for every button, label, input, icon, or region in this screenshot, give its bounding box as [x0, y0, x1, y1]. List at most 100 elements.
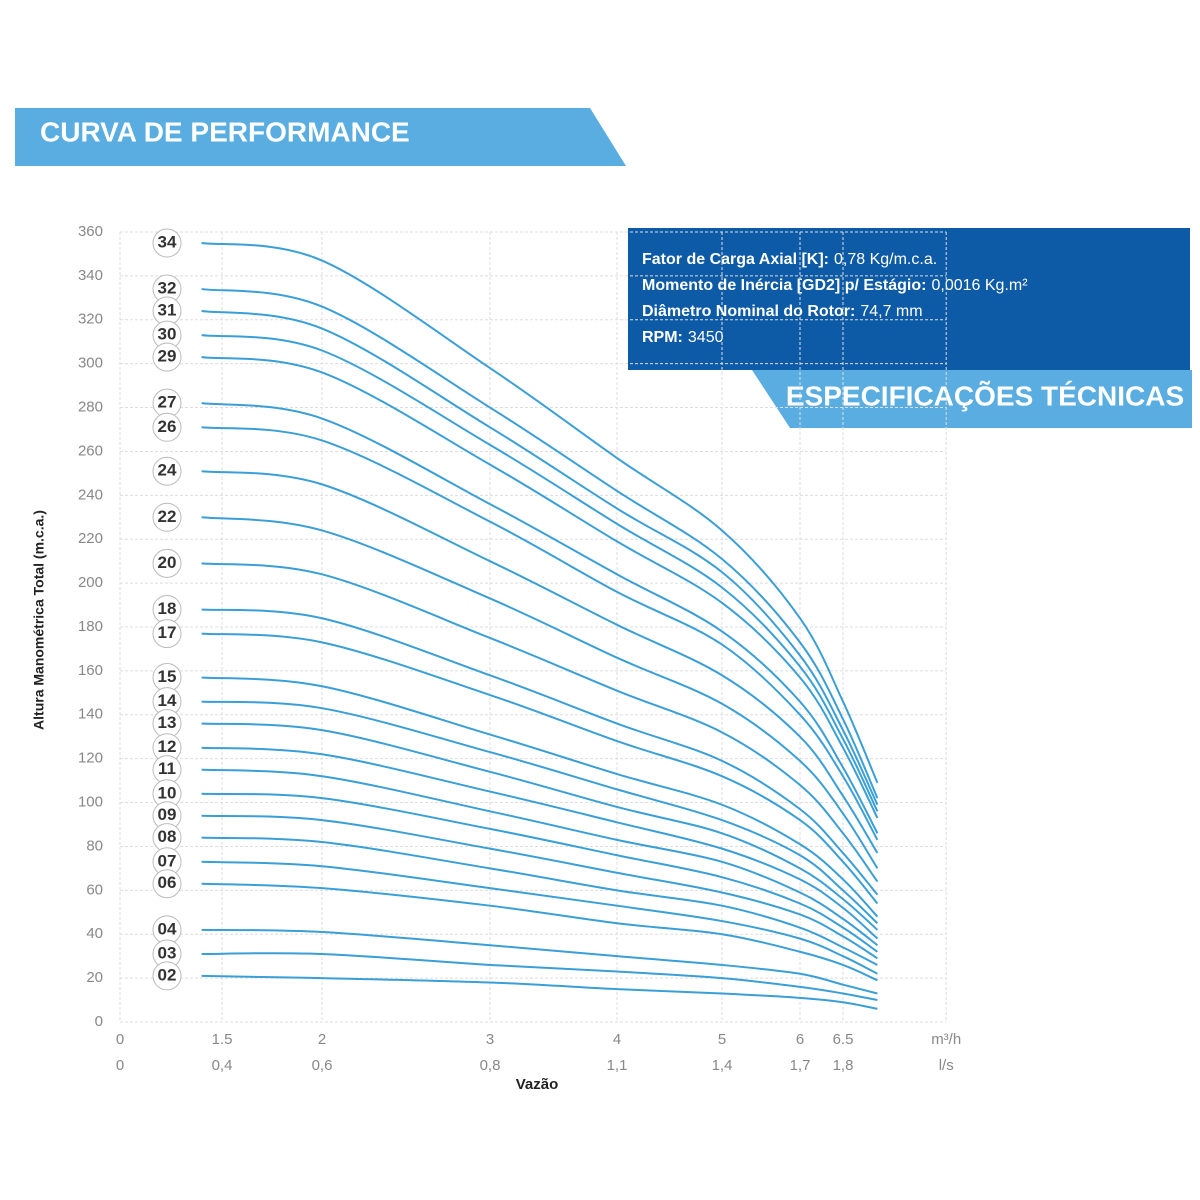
- y-tick-label: 0: [95, 1013, 103, 1030]
- y-tick-label: 140: [78, 706, 103, 723]
- y-tick-label: 20: [86, 969, 103, 986]
- pump-curve: [201, 516, 879, 869]
- curve-label: 22: [158, 507, 177, 526]
- x2-tick-label: 0,4: [212, 1057, 233, 1074]
- curve-label: 18: [158, 599, 177, 618]
- x2-tick-label: 1,7: [790, 1057, 811, 1074]
- pump-curve: [201, 746, 879, 940]
- x2-tick-label: 1,8: [833, 1057, 854, 1074]
- y-tick-label: 180: [78, 618, 103, 635]
- curve-label: 32: [158, 279, 177, 298]
- specs-title: ESPECIFICAÇÕES TÉCNICAS: [786, 380, 1184, 411]
- curve-label: 34: [158, 232, 177, 251]
- pump-curve: [201, 700, 879, 924]
- pump-curve: [201, 402, 879, 834]
- y-tick-label: 280: [78, 399, 103, 416]
- pump-curve: [201, 241, 879, 784]
- y-tick-label: 320: [78, 311, 103, 328]
- spec-line: Momento de Inércia [GD2] p/ Estágio: 0,00…: [642, 277, 1028, 294]
- curve-label-badge: [152, 228, 182, 258]
- curve-label: 17: [158, 623, 177, 642]
- y-tick-label: 120: [78, 750, 103, 767]
- pump-curve: [201, 814, 878, 960]
- chart: 0204060801001201401601802002202402602803…: [31, 223, 961, 1093]
- x-axis-label: Vazão: [516, 1076, 559, 1093]
- x-tick-label: 0: [116, 1031, 124, 1048]
- curve-label: 13: [158, 713, 177, 732]
- curve-label: 24: [158, 461, 177, 480]
- spec-value: 3450: [688, 329, 724, 346]
- curve-label: 14: [158, 691, 177, 710]
- pump-curve: [201, 334, 879, 812]
- curve-label-badge: [152, 342, 182, 372]
- curve-label-badge: [152, 412, 182, 442]
- pump-curve: [201, 426, 879, 841]
- pump-curve: [201, 836, 878, 966]
- spec-label: RPM:: [642, 329, 683, 346]
- curve-label: 15: [158, 667, 177, 686]
- spec-value: 0,0016 Kg.m²: [931, 277, 1028, 294]
- curve-label: 29: [158, 347, 177, 366]
- curve-label: 06: [158, 873, 177, 892]
- y-tick-label: 100: [78, 794, 103, 811]
- curve-label-badge: [152, 869, 182, 899]
- y-tick-label: 40: [86, 925, 103, 942]
- spec-line: Fator de Carga Axial [K]: 0,78 Kg/m.c.a.: [642, 251, 937, 268]
- y-tick-label: 60: [86, 881, 103, 898]
- curve-label-badge: [152, 961, 182, 991]
- title-banner: [15, 108, 626, 166]
- pump-curve: [201, 288, 879, 799]
- pump-curve: [201, 632, 879, 905]
- x-tick-label: 3: [486, 1031, 494, 1048]
- curve-label-badge: [152, 456, 182, 486]
- pump-curve: [201, 882, 878, 982]
- x-tick-label: 2: [318, 1031, 326, 1048]
- pump-curve: [201, 792, 878, 953]
- specs-list: Fator de Carga Axial [K]: 0,78 Kg/m.c.a. M…: [642, 251, 1028, 346]
- x-tick-label: 6: [796, 1031, 804, 1048]
- y-tick-label: 200: [78, 574, 103, 591]
- y-tick-label: 80: [86, 837, 103, 854]
- x-tick-label: 4: [613, 1031, 621, 1048]
- pump-curve: [201, 676, 879, 918]
- curve-label: 27: [158, 393, 177, 412]
- x2-tick-label: 0: [116, 1057, 124, 1074]
- pump-curve: [201, 310, 879, 806]
- curve-label: 04: [158, 919, 177, 938]
- spec-value: 74,7 mm: [860, 303, 922, 320]
- y-tick-label: 160: [78, 662, 103, 679]
- y-tick-label: 360: [78, 223, 103, 240]
- y-tick-label: 260: [78, 442, 103, 459]
- specs-box: [628, 228, 1190, 370]
- x2-tick-label: 0,6: [312, 1057, 333, 1074]
- y-axis-label: Altura Manométrica Total (m.c.a.): [31, 510, 47, 730]
- curve-label: 02: [158, 965, 177, 984]
- curve-label: 07: [158, 851, 177, 870]
- pump-curve: [201, 356, 879, 819]
- specs-banner: [752, 370, 1192, 428]
- curve-label: 09: [158, 805, 177, 824]
- x-tick-label: 1.5: [212, 1031, 233, 1048]
- x2-tick-label: 1,4: [712, 1057, 733, 1074]
- curve-label: 31: [158, 300, 177, 319]
- x2-unit: l/s: [939, 1057, 954, 1074]
- spec-line: RPM: 3450: [642, 329, 724, 346]
- y-tick-label: 300: [78, 355, 103, 372]
- curve-label: 11: [158, 759, 176, 778]
- pump-curve: [201, 470, 879, 854]
- curve-label-badge: [152, 502, 182, 532]
- y-tick-label: 240: [78, 486, 103, 503]
- page-title: CURVA DE PERFORMANCE: [40, 116, 410, 147]
- curve-label: 08: [158, 827, 177, 846]
- pump-curve: [201, 928, 878, 995]
- spec-line: Diâmetro Nominal do Rotor: 74,7 mm: [642, 303, 923, 320]
- y-tick-label: 340: [78, 267, 103, 284]
- x-tick-label: 6.5: [833, 1031, 854, 1048]
- x2-tick-label: 1,1: [607, 1057, 628, 1074]
- curve-label: 30: [158, 325, 177, 344]
- x-unit: m³/h: [931, 1031, 961, 1048]
- pump-curve: [201, 952, 878, 1002]
- spec-label: Momento de Inércia [GD2] p/ Estágio:: [642, 277, 926, 294]
- curve-label: 12: [158, 737, 177, 756]
